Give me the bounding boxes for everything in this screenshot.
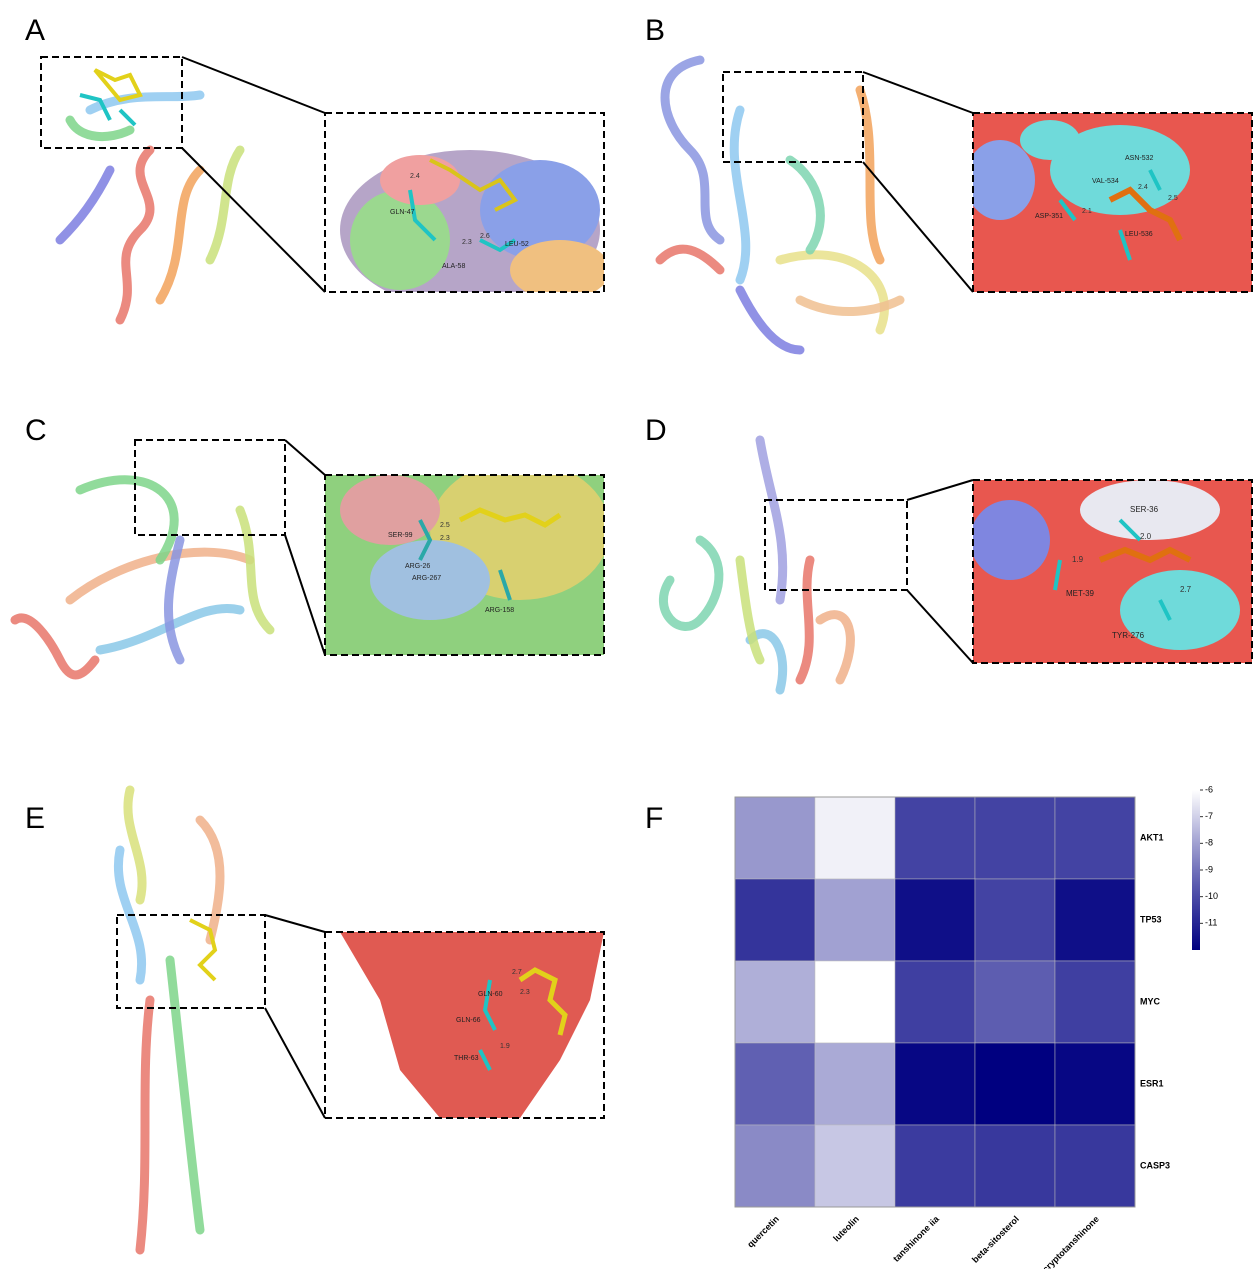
heatmap-cell xyxy=(895,797,975,879)
heatmap-cell xyxy=(975,1043,1055,1125)
panel-letter: B xyxy=(645,14,665,47)
heatmap-cell xyxy=(975,879,1055,961)
heatmap-cell xyxy=(895,1125,975,1207)
panel-letter: D xyxy=(645,414,667,447)
heatmap-cell xyxy=(815,1043,895,1125)
column-label: cryptotanshinone xyxy=(1040,1214,1100,1269)
colorbar-tick-label: -9 xyxy=(1205,864,1213,874)
row-label: CASP3 xyxy=(1140,1160,1170,1170)
distance-label: 2.5 xyxy=(440,522,450,529)
distance-label: 1.9 xyxy=(500,1043,510,1050)
residue-label: MET-39 xyxy=(1066,589,1095,598)
residue-label: GLN-60 xyxy=(478,991,503,998)
distance-label: 2.3 xyxy=(462,239,472,246)
residue-label: VAL-534 xyxy=(1092,178,1119,185)
distance-label: 2.5 xyxy=(1168,195,1178,202)
panel-c: C SER-99 2.5 2.3 ARG-26 ARG-267 ARG-158 xyxy=(15,414,610,675)
heatmap-cell xyxy=(895,1043,975,1125)
row-label: MYC xyxy=(1140,996,1161,1006)
row-label: ESR1 xyxy=(1140,1078,1164,1088)
residue-label: ARG-158 xyxy=(485,607,514,614)
residue-label: TYR-276 xyxy=(1112,631,1145,640)
distance-label: 2.3 xyxy=(440,535,450,542)
panel-d: D SER-36 2.0 1.9 MET-39 2.7 TYR-276 xyxy=(645,414,1252,690)
residue-label: SER-36 xyxy=(1130,505,1159,514)
distance-label: 2.0 xyxy=(1140,532,1152,541)
distance-label: 2.6 xyxy=(480,233,490,240)
distance-label: 2.3 xyxy=(520,989,530,996)
panel-letter: A xyxy=(25,14,45,47)
column-label: quercetin xyxy=(745,1214,781,1250)
residue-label: ASN-532 xyxy=(1125,155,1154,162)
panel-e: E 2.7 GLN-60 2.3 GLN-66 1.9 THR-63 xyxy=(25,790,604,1250)
heatmap-cell xyxy=(815,797,895,879)
heatmap-cell xyxy=(895,879,975,961)
distance-label: 2.4 xyxy=(410,173,420,180)
residue-label: THR-63 xyxy=(454,1055,479,1062)
heatmap-cell xyxy=(1055,1125,1135,1207)
residue-label: GLN-66 xyxy=(456,1017,481,1024)
colorbar-tick-label: -8 xyxy=(1205,838,1213,848)
colorbar xyxy=(1192,790,1200,950)
heatmap-cell xyxy=(1055,961,1135,1043)
heatmap-cell xyxy=(975,797,1055,879)
residue-label: ASP-351 xyxy=(1035,213,1063,220)
heatmap-cell xyxy=(1055,1043,1135,1125)
row-label: AKT1 xyxy=(1140,832,1164,842)
heatmap-cell xyxy=(735,1043,815,1125)
panel-b: B ASN-532 VAL-534 2.4 2.5 ASP-351 2.1 LE… xyxy=(645,14,1252,350)
heatmap-cell xyxy=(735,961,815,1043)
heatmap-cell xyxy=(975,961,1055,1043)
colorbar-tick-label: -10 xyxy=(1205,891,1218,901)
colorbar-tick-label: -6 xyxy=(1205,784,1213,794)
heatmap-cell xyxy=(1055,879,1135,961)
panel-letter: F xyxy=(645,802,663,835)
residue-label: ALA-58 xyxy=(442,263,465,270)
heatmap-cell xyxy=(815,961,895,1043)
distance-label: 2.1 xyxy=(1082,208,1092,215)
heatmap-cell xyxy=(1055,797,1135,879)
heatmap-cell xyxy=(895,961,975,1043)
colorbar-tick-label: -7 xyxy=(1205,811,1213,821)
figure: A 2.4 GLN-47 2.3 2.6 ALA-58 LEU-52 B xyxy=(0,0,1254,1269)
heatmap-cell xyxy=(735,879,815,961)
distance-label: 2.7 xyxy=(512,969,522,976)
column-label: beta-sitosterol xyxy=(970,1214,1021,1265)
residue-label: SER-99 xyxy=(388,532,413,539)
residue-label: LEU-536 xyxy=(1125,231,1153,238)
residue-label: ARG-26 xyxy=(405,563,430,570)
residue-label: GLN-47 xyxy=(390,209,415,216)
heatmap-cell xyxy=(815,1125,895,1207)
residue-label: ARG-267 xyxy=(412,575,441,582)
panel-letter: C xyxy=(25,414,47,447)
distance-label: 1.9 xyxy=(1072,555,1084,564)
distance-label: 2.7 xyxy=(1180,585,1192,594)
column-label: tanshinone iia xyxy=(891,1213,942,1264)
heatmap-cell xyxy=(815,879,895,961)
heatmap-cell xyxy=(975,1125,1055,1207)
panel-letter: E xyxy=(25,802,45,835)
heatmap: AKT1 TP53 MYC ESR1 CASP3 quercetin luteolin tan… xyxy=(735,784,1218,1269)
heatmap-cell xyxy=(735,1125,815,1207)
heatmap-cell xyxy=(735,797,815,879)
colorbar-tick-label: -11 xyxy=(1205,918,1217,928)
column-label: luteolin xyxy=(831,1214,861,1244)
distance-label: 2.4 xyxy=(1138,184,1148,191)
residue-label: LEU-52 xyxy=(505,241,529,248)
panel-a: A 2.4 GLN-47 2.3 2.6 ALA-58 LEU-52 xyxy=(25,14,610,320)
row-label: TP53 xyxy=(1140,914,1162,924)
